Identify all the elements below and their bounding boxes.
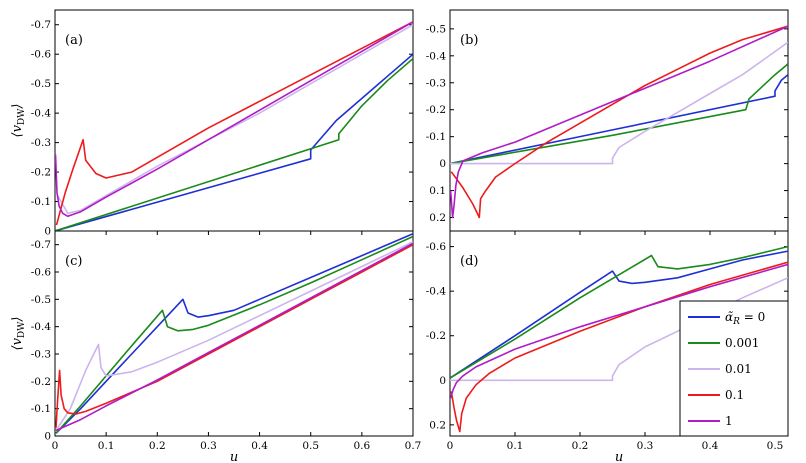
- legend: α̃R = 0 0.001 0.01 0.1 1: [679, 300, 789, 437]
- series-line-0.1: [450, 25, 788, 219]
- y-tick-label: -0.4: [31, 108, 52, 120]
- y-tick-label: 0.2: [429, 419, 446, 431]
- y-tick-label: 0.2: [429, 212, 446, 224]
- x-tick-label: 0.2: [149, 440, 166, 452]
- y-label-close: ⟩: [10, 317, 25, 323]
- series-line-1: [55, 21, 413, 218]
- series-line-0: [450, 74, 788, 165]
- panel-label: (a): [65, 33, 83, 48]
- y-tick-label: -0.2: [426, 104, 446, 116]
- legend-label-0.001: 0.001: [725, 336, 759, 350]
- y-tick-label: 0: [44, 226, 51, 238]
- y-tick-label: 0.1: [429, 185, 446, 197]
- panel-b: 0.2 0.1 0 -0.1 -0.2 -0.3 -0.4 -0.5 (b): [426, 9, 789, 232]
- x-tick-label: 0.4: [702, 440, 719, 452]
- y-tick-label: -0.6: [426, 241, 447, 253]
- series-line-0.01: [56, 24, 413, 215]
- x-tick-label: 0.1: [98, 440, 115, 452]
- y-tick-label: 0: [439, 158, 446, 170]
- y-tick-label: -0.1: [426, 131, 446, 143]
- legend-title-symbol: α̃: [725, 310, 733, 324]
- series-line-0.01: [450, 41, 788, 165]
- series-group: [55, 232, 413, 434]
- series-group: [450, 25, 788, 219]
- x-tick-label: 0.4: [251, 440, 268, 452]
- x-tick-label: 0.6: [354, 440, 371, 452]
- y-tick-label: -0.3: [31, 137, 51, 149]
- y-tick-label: -0.6: [31, 49, 52, 61]
- legend-title-eq: = 0: [740, 310, 765, 324]
- panel-c: 0 -0.1 -0.2 -0.3 -0.4 -0.5 -0.6 -0.7 0 0.1 0.2 0.3 0…: [10, 230, 422, 463]
- y-label-close: ⟩: [10, 104, 25, 110]
- series-line-0.01: [55, 241, 413, 431]
- x-tick-label: 0: [52, 440, 59, 452]
- y-label-sub: DW: [17, 108, 27, 125]
- y-tick-label: -0.7: [31, 239, 51, 251]
- x-axis-label: u: [230, 450, 238, 463]
- y-tick-label: -0.5: [31, 294, 51, 306]
- y-tick-label: -0.5: [31, 78, 51, 90]
- y-tick-label: -0.4: [426, 50, 447, 62]
- series-line-1: [55, 242, 413, 432]
- series-line-0.1: [55, 243, 413, 428]
- panel-label: (d): [460, 254, 478, 269]
- series-line-0.001: [450, 63, 788, 165]
- series-line-0.001: [450, 245, 788, 379]
- y-tick-label: -0.2: [426, 330, 446, 342]
- x-tick-label: 0.3: [200, 440, 217, 452]
- legend-title-subscript: R: [732, 317, 740, 327]
- legend-label-0.01: 0.01: [725, 362, 752, 376]
- plot-frame: [449, 9, 789, 232]
- y-tick-label: -0.1: [31, 196, 51, 208]
- y-tick-label: -0.7: [31, 19, 51, 31]
- y-label-main: ⟨v: [10, 124, 25, 137]
- series-line-1: [450, 25, 788, 219]
- series-line-0: [55, 53, 413, 231]
- y-tick-label: -0.3: [426, 77, 446, 89]
- y-tick-label: -0.6: [31, 267, 52, 279]
- y-tick-label: 0: [439, 375, 446, 387]
- legend-label-0: α̃R = 0: [725, 310, 765, 327]
- y-tick-label: -0.2: [31, 376, 51, 388]
- x-tick-label: 0.3: [637, 440, 654, 452]
- y-tick-label: -0.3: [31, 349, 51, 361]
- y-tick-label: -0.1: [31, 403, 51, 415]
- y-tick-label: -0.5: [426, 23, 446, 35]
- legend-label-1: 1: [725, 414, 733, 428]
- y-tick-label: 0: [44, 431, 51, 443]
- x-tick-label: 0.5: [302, 440, 319, 452]
- y-tick-label: -0.4: [31, 321, 52, 333]
- series-line-0.001: [55, 57, 413, 231]
- y-label-main: ⟨v: [10, 337, 25, 350]
- x-tick-label: 0.2: [572, 440, 589, 452]
- series-line-0.1: [55, 21, 413, 226]
- series-group: [55, 21, 413, 231]
- y-tick-label: -0.4: [426, 286, 447, 298]
- y-axis-label: ⟨vDW⟩: [10, 104, 27, 138]
- panel-label: (b): [460, 33, 478, 48]
- y-label-sub: DW: [17, 321, 27, 338]
- series-line-1: [450, 263, 788, 399]
- plot-frame: [54, 9, 414, 232]
- panel-a: 0 -0.1 -0.2 -0.3 -0.4 -0.5 -0.6 -0.7 (a) ⟨vDW⟩: [10, 9, 414, 238]
- x-tick-label: 0.5: [767, 440, 784, 452]
- panel-label: (c): [65, 254, 82, 269]
- legend-label-0.1: 0.1: [725, 388, 744, 402]
- x-tick-label: 0.1: [507, 440, 524, 452]
- series-line-0: [55, 232, 413, 434]
- series-line-0: [450, 250, 788, 379]
- x-tick-label: 0.7: [405, 440, 422, 452]
- y-tick-label: -0.2: [31, 167, 51, 179]
- x-axis-label: u: [615, 450, 623, 463]
- y-axis-label: ⟨vDW⟩: [10, 317, 27, 351]
- x-tick-label: 0: [447, 440, 454, 452]
